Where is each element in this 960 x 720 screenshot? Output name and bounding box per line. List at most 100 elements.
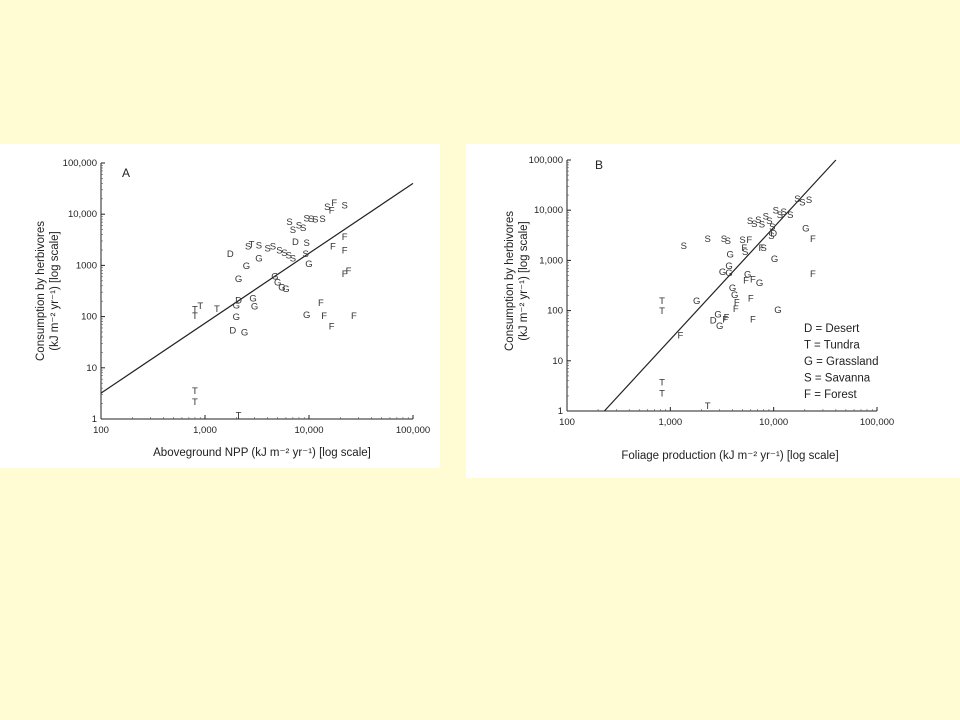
data-point: G	[282, 284, 289, 295]
data-point: S	[760, 243, 766, 254]
data-point: T	[192, 397, 198, 408]
data-point: F	[741, 243, 747, 254]
data-point: F	[677, 330, 683, 341]
data-point: G	[725, 268, 732, 279]
x-tick-label: 100,000	[396, 425, 430, 436]
data-point: G	[725, 261, 732, 272]
data-point: S	[705, 234, 711, 245]
data-point: G	[233, 300, 240, 311]
y-tick-label: 10,000	[534, 205, 563, 216]
data-point: T	[705, 401, 711, 412]
data-point: S	[319, 214, 325, 225]
data-point: G	[744, 270, 751, 281]
data-point: G	[756, 278, 763, 289]
x-tick-label: 1,000	[193, 425, 217, 436]
data-point: S	[290, 253, 296, 264]
data-point: G	[716, 321, 723, 332]
data-point: G	[241, 328, 248, 339]
data-point: G	[278, 282, 285, 293]
data-point: S	[304, 238, 310, 249]
data-point: S	[755, 215, 761, 226]
data-point: T	[659, 377, 665, 388]
y-tick-label: 1000	[76, 260, 97, 271]
y-tick-label: 1	[92, 414, 97, 425]
y-tick-label: 100	[547, 306, 563, 317]
data-point: T	[659, 306, 665, 317]
chart-panel-b: 1 10 100 1,000 10,000 100,000 100 1,000 10,000 10…	[466, 144, 960, 478]
data-point: F	[750, 315, 756, 326]
data-point: S	[725, 236, 731, 247]
x-tick-label: 1,000	[658, 417, 682, 428]
data-point: S	[308, 214, 314, 225]
data-point: F	[750, 274, 756, 285]
data-point: S	[300, 223, 306, 234]
data-point: G	[305, 259, 312, 270]
data-point: D	[229, 325, 236, 336]
data-point: G	[233, 312, 240, 323]
data-point: T	[236, 410, 242, 421]
data-point: F	[733, 304, 739, 315]
data-point: G	[303, 310, 310, 321]
plot-b: 1 10 100 1,000 10,000 100,000 100 1,000 10,000 10…	[504, 155, 894, 462]
data-point: G	[802, 224, 809, 235]
data-point: S	[763, 212, 769, 223]
data-point: S	[769, 222, 775, 233]
data-point: F	[748, 293, 754, 304]
data-point: F	[810, 234, 816, 245]
chart-a-svg: 1 10 100 1000 10,000 100,000 100 1,000 10,000 100…	[35, 158, 430, 459]
data-point: F	[330, 241, 336, 252]
x-axis-title: Foliage production (kJ m⁻² yr⁻¹) [log sc…	[621, 450, 838, 462]
y-axis-title: Consumption by herbivores (kJ m⁻² yr⁻¹) […	[35, 221, 61, 361]
data-point: G	[729, 283, 736, 294]
data-point: G	[771, 254, 778, 265]
data-point: S	[766, 216, 772, 227]
regression-line	[603, 159, 837, 412]
data-point: G	[727, 249, 734, 260]
plot-a: 1 10 100 1000 10,000 100,000 100 1,000 10,000 100…	[35, 158, 430, 459]
data-point: S	[773, 206, 779, 217]
data-point: S	[245, 241, 251, 252]
data-point: D	[235, 296, 242, 307]
data-point: S	[286, 250, 292, 261]
y-tick-label: 1	[558, 406, 563, 417]
data-point: G	[274, 278, 281, 289]
data-point: S	[681, 241, 687, 252]
data-point: S	[256, 241, 262, 252]
data-point: G	[774, 305, 781, 316]
x-tick-label: 100	[93, 425, 109, 436]
data-point: T	[192, 386, 198, 397]
data-point: S	[270, 241, 276, 252]
data-point: D	[770, 229, 777, 240]
data-point: T	[214, 304, 220, 315]
y-tick-label: 10	[552, 356, 563, 367]
data-point: T	[192, 311, 198, 322]
x-axis-title: Aboveground NPP (kJ m⁻² yr⁻¹) [log scale…	[153, 447, 371, 459]
data-point: S	[794, 194, 800, 205]
data-point: G	[719, 267, 726, 278]
data-point: F	[722, 315, 728, 326]
data-point: F	[329, 322, 335, 333]
data-point: F	[743, 275, 749, 286]
x-tick-label: 10,000	[294, 425, 323, 436]
data-point: S	[276, 245, 282, 256]
data-point: S	[781, 207, 787, 218]
legend-item: G = Grassland	[804, 356, 878, 368]
data-point: D	[710, 315, 717, 326]
x-tick-label: 10,000	[759, 417, 788, 428]
data-point: G	[693, 296, 700, 307]
data-point: S	[721, 234, 727, 245]
y-tick-label: 100,000	[529, 155, 563, 166]
y-tick-label: 100	[81, 312, 97, 323]
data-point: S	[768, 231, 774, 242]
data-point: S	[286, 217, 292, 228]
data-point: D	[292, 237, 299, 248]
data-point: S	[777, 210, 783, 221]
panel-letter: A	[122, 166, 130, 180]
data-point: S	[303, 249, 309, 260]
data-point: F	[321, 311, 327, 322]
y-tick-label: 1,000	[539, 255, 563, 266]
data-point: F	[329, 206, 335, 217]
data-point: S	[739, 235, 745, 246]
data-point: S	[341, 201, 347, 212]
data-point: F	[724, 312, 730, 323]
